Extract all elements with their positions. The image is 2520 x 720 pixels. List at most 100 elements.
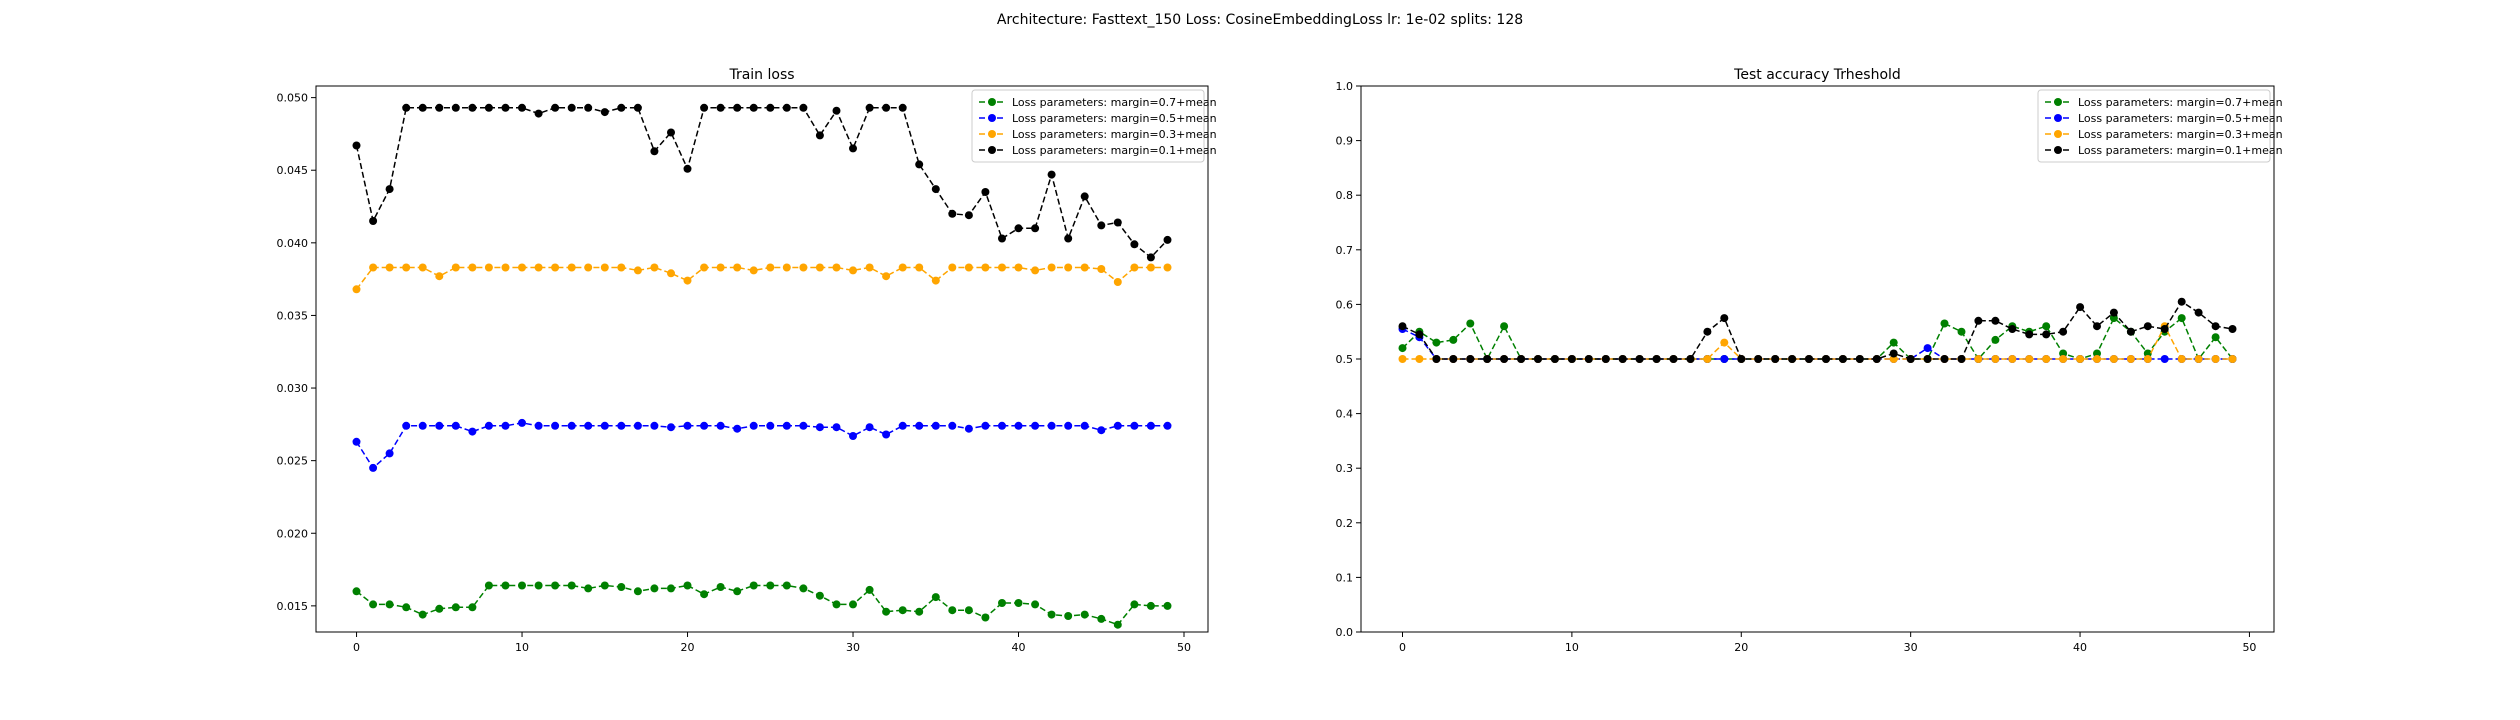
test-accuracy-series-3-point <box>1991 316 2000 325</box>
train-loss-xtick-label: 20 <box>681 641 695 654</box>
train-loss-series-0-point <box>1047 610 1056 619</box>
train-loss-series-1-point <box>815 423 824 432</box>
train-loss-series-3-point <box>1047 170 1056 179</box>
train-loss-series-3-point <box>1014 224 1023 233</box>
train-loss-series-0-point <box>600 581 609 590</box>
train-loss-series-3-point <box>931 185 940 194</box>
test-accuracy-series-0-point <box>1957 327 1966 336</box>
train-loss-series-2-point <box>617 263 626 272</box>
test-accuracy-series-3-point <box>1652 355 1661 363</box>
train-loss-title: Train loss <box>728 67 794 83</box>
train-loss-legend-label: Loss parameters: margin=0.5+mean <box>1012 112 1217 125</box>
train-loss-series-3-point <box>617 103 626 112</box>
train-loss-series-0-point <box>700 590 709 599</box>
train-loss-series-0-point <box>1031 600 1040 609</box>
train-loss-series-1-point <box>1163 421 1172 430</box>
train-loss-series-2-point <box>766 263 775 272</box>
test-accuracy-series-3-point <box>1940 355 1949 363</box>
train-loss-series-1-point <box>402 421 411 430</box>
train-loss-series-3-point <box>1080 192 1089 201</box>
train-loss-series-0-point <box>799 584 808 593</box>
test-accuracy-legend-label: Loss parameters: margin=0.1+mean <box>2078 144 2283 157</box>
train-loss-series-3-point <box>964 211 973 220</box>
test-accuracy-series-2-point <box>2093 355 2101 363</box>
train-loss-series-1-point <box>501 421 510 430</box>
train-loss-series-1-point <box>1047 421 1056 430</box>
test-accuracy-series-3-point <box>2093 322 2101 331</box>
train-loss-series-0-point <box>1163 601 1172 610</box>
test-accuracy-series-3-point <box>1872 355 1881 363</box>
test-accuracy-series-3-point <box>2059 327 2068 336</box>
train-loss-series-3-point <box>766 103 775 112</box>
test-accuracy-series-3-point <box>2228 325 2237 333</box>
train-loss-series-0-point <box>650 584 659 593</box>
train-loss-series-1-point <box>749 421 758 430</box>
test-accuracy-series-0-point <box>1398 344 1407 353</box>
train-loss-ytick-label: 0.050 <box>277 92 309 105</box>
train-loss-series-2-point <box>402 263 411 272</box>
train-loss-series-2-point <box>667 269 675 278</box>
test-accuracy-ytick-label: 0.3 <box>1336 462 1354 475</box>
train-loss-series-1-point <box>981 421 990 430</box>
train-loss-series-3-point <box>551 103 560 112</box>
train-loss-series-0-point <box>882 607 891 616</box>
train-loss-xtick-label: 30 <box>846 641 860 654</box>
test-accuracy-series-3-point <box>1567 355 1576 363</box>
test-accuracy-ytick-label: 1.0 <box>1336 80 1354 93</box>
train-loss-series-2-point <box>882 272 891 281</box>
train-loss-legend-label: Loss parameters: margin=0.1+mean <box>1012 144 1217 157</box>
train-loss-series-2-point <box>948 263 957 272</box>
train-loss-series-2-point <box>352 285 361 294</box>
test-accuracy-legend-marker <box>2054 146 2062 154</box>
train-loss-legend: Loss parameters: margin=0.7+mean Loss par… <box>971 89 1217 163</box>
train-loss-series-3-point <box>1097 221 1106 230</box>
test-accuracy-series-3-point <box>1500 355 1509 363</box>
train-loss-series-2-point <box>534 263 543 272</box>
train-loss-series-2-point <box>1113 278 1122 286</box>
train-loss-series-1-point <box>584 421 593 430</box>
train-loss-series-3-point <box>700 103 709 112</box>
test-accuracy-ytick-label: 0.0 <box>1336 626 1354 639</box>
test-accuracy-legend-marker <box>2054 114 2062 122</box>
train-loss-series-0-point <box>369 600 378 609</box>
test-accuracy-series-0-point <box>2109 314 2118 323</box>
train-loss-series-3-point <box>369 217 378 225</box>
train-loss-series-2-point <box>633 266 642 275</box>
train-loss-series-0-point <box>402 603 411 612</box>
test-accuracy-series-0-point <box>1889 338 1898 347</box>
train-loss-series-3-point <box>1064 234 1073 243</box>
train-loss-series-2-point <box>650 263 659 272</box>
train-loss-series-2-point <box>567 263 576 272</box>
train-loss-series-1-point <box>1064 421 1073 430</box>
train-loss-series-line-1 <box>355 422 1168 470</box>
train-loss-series-0-point <box>352 587 361 596</box>
test-accuracy-series-3-point <box>1838 355 1847 363</box>
train-loss-series-1-point <box>1080 421 1089 430</box>
train-loss-series-3-point <box>1130 240 1139 249</box>
test-accuracy-series-3-point <box>1855 355 1864 363</box>
test-accuracy-legend: Loss parameters: margin=0.7+mean Loss par… <box>2037 89 2283 163</box>
train-loss-series-2-point <box>1097 265 1106 273</box>
train-loss-series-2-point <box>799 263 808 272</box>
train-loss-series-2-point <box>865 263 874 272</box>
train-loss-series-0-point <box>815 591 824 600</box>
train-loss-series-0-point <box>998 599 1006 607</box>
train-loss-series-1-point <box>567 421 576 430</box>
train-loss-series-0-point <box>484 581 493 590</box>
test-accuracy-series-2-point <box>2143 355 2152 363</box>
test-accuracy-series-3-point <box>1889 349 1898 358</box>
train-loss-series-1-point <box>518 418 526 427</box>
train-loss-series-1-point <box>1014 421 1023 430</box>
test-accuracy-series-3-point <box>2160 325 2169 333</box>
train-loss-series-3-point <box>683 164 692 173</box>
train-loss-series-0-point <box>766 581 775 590</box>
train-loss-series-1-point <box>1097 426 1106 435</box>
test-accuracy-series-line-1 <box>1402 328 2233 360</box>
test-accuracy-legend-marker <box>2054 98 2062 106</box>
test-accuracy-legend-box <box>2037 89 2271 163</box>
test-accuracy-series-3-point <box>1601 355 1610 363</box>
test-accuracy-ytick-label: 0.1 <box>1336 571 1354 584</box>
test-accuracy-series-3-point <box>1534 355 1542 363</box>
train-loss-series-3-point <box>882 103 891 112</box>
train-loss-series-1-point <box>1130 421 1139 430</box>
